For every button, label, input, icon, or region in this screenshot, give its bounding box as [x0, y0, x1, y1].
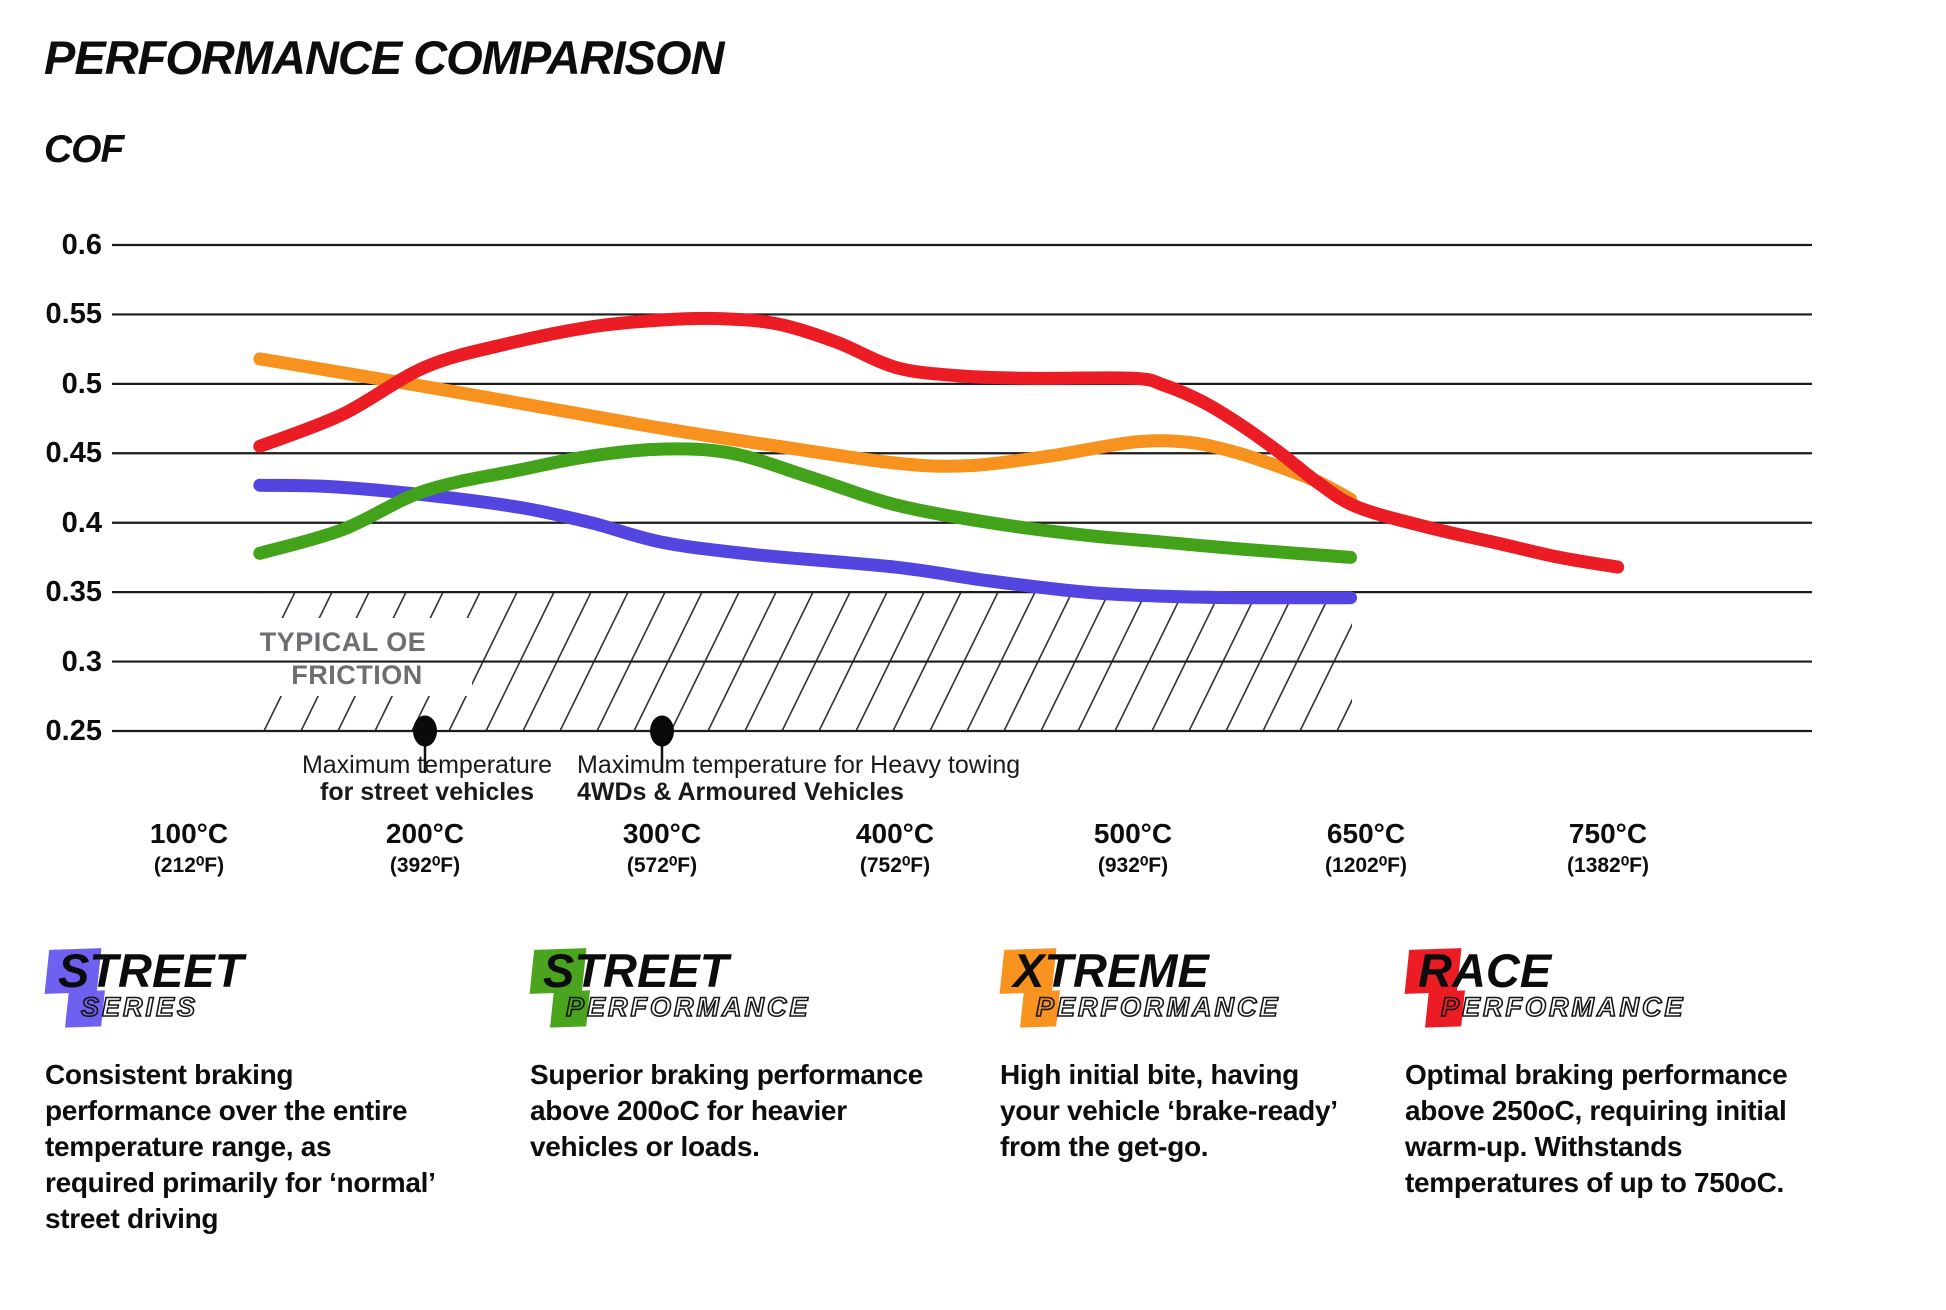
oe-friction-band-label-line2: FRICTION — [291, 660, 423, 690]
annotation-max-temp-heavy: Maximum temperature for Heavy towing 4WD… — [577, 751, 1021, 806]
max-temp-dot — [413, 715, 437, 747]
white-smudge — [188, 338, 393, 372]
y-axis-title: COF — [44, 128, 124, 171]
x-axis-tick-label: 750°C (1382⁰F) — [1567, 818, 1649, 877]
series-line-street-performance — [253, 442, 1357, 564]
x-axis-tick-label: 200°C (392⁰F) — [385, 818, 465, 877]
brand-word: RACE — [1418, 944, 1552, 997]
x-axis-tick-label: 300°C (572⁰F) — [622, 818, 702, 877]
series-line-race-performance — [253, 311, 1625, 574]
legend-item-street-performance: STREET PERFORMANCE Superior braking perf… — [529, 944, 935, 1165]
series-line-xtreme-performance — [253, 352, 1357, 506]
y-axis-tick-label: 0.3 — [61, 646, 102, 678]
y-axis-tick-label: 0.6 — [61, 229, 102, 261]
legend-description: Optimal braking performance above 250oC,… — [1405, 1059, 1788, 1198]
brand-subword: SERIES — [80, 991, 199, 1023]
max-temp-dot — [650, 715, 674, 747]
y-axis-tick-label: 0.25 — [45, 715, 102, 747]
legend-item-xtreme-performance: XTREME PERFORMANCE High initial bite, ha… — [999, 944, 1365, 1165]
oe-friction-band-hatch — [258, 592, 1352, 731]
y-axis-tick-label: 0.45 — [45, 437, 102, 469]
brand-logo-street-performance: STREET PERFORMANCE — [529, 944, 935, 1031]
annotation-max-temp-street: Maximum temperature for street vehicles — [301, 751, 553, 806]
brand-word: STREET — [543, 944, 729, 997]
x-axis-tick-label: 100°C (212⁰F) — [149, 818, 229, 877]
legend-description: Consistent braking performance over the … — [45, 1059, 435, 1234]
y-axis-tick-label: 0.5 — [61, 368, 102, 400]
legend-description: High initial bite, having your vehicle ‘… — [1000, 1059, 1337, 1162]
brand-subword: PERFORMANCE — [1035, 991, 1281, 1023]
x-axis-tick-label: 500°C (932⁰F) — [1093, 818, 1173, 877]
y-axis-tick-label: 0.35 — [45, 576, 102, 608]
brand-logo-xtreme-performance: XTREME PERFORMANCE — [999, 944, 1365, 1031]
brand-word: STREET — [58, 944, 244, 997]
band-label-backdrop — [250, 618, 472, 696]
brand-subword: PERFORMANCE — [565, 991, 811, 1023]
legend-item-race-performance: RACE PERFORMANCE Optimal braking perform… — [1404, 944, 1830, 1201]
legend-item-street-series: STREET SERIES Consistent braking perform… — [44, 944, 445, 1237]
legend-description: Superior braking performance above 200oC… — [530, 1059, 924, 1162]
y-axis-tick-label: 0.55 — [45, 298, 102, 330]
oe-friction-band-label-line1: TYPICAL OE — [260, 627, 427, 657]
brand-subword: PERFORMANCE — [1440, 991, 1686, 1023]
brand-logo-street-series: STREET SERIES — [44, 944, 445, 1031]
x-axis-tick-label: 650°C (1202⁰F) — [1325, 818, 1407, 877]
brand-word: XTREME — [1013, 944, 1209, 997]
y-axis-tick-label: 0.4 — [61, 507, 102, 539]
x-axis-tick-label: 400°C (752⁰F) — [855, 818, 935, 877]
page-title: PERFORMANCE COMPARISON — [44, 31, 725, 84]
brand-logo-race-performance: RACE PERFORMANCE — [1404, 944, 1830, 1031]
